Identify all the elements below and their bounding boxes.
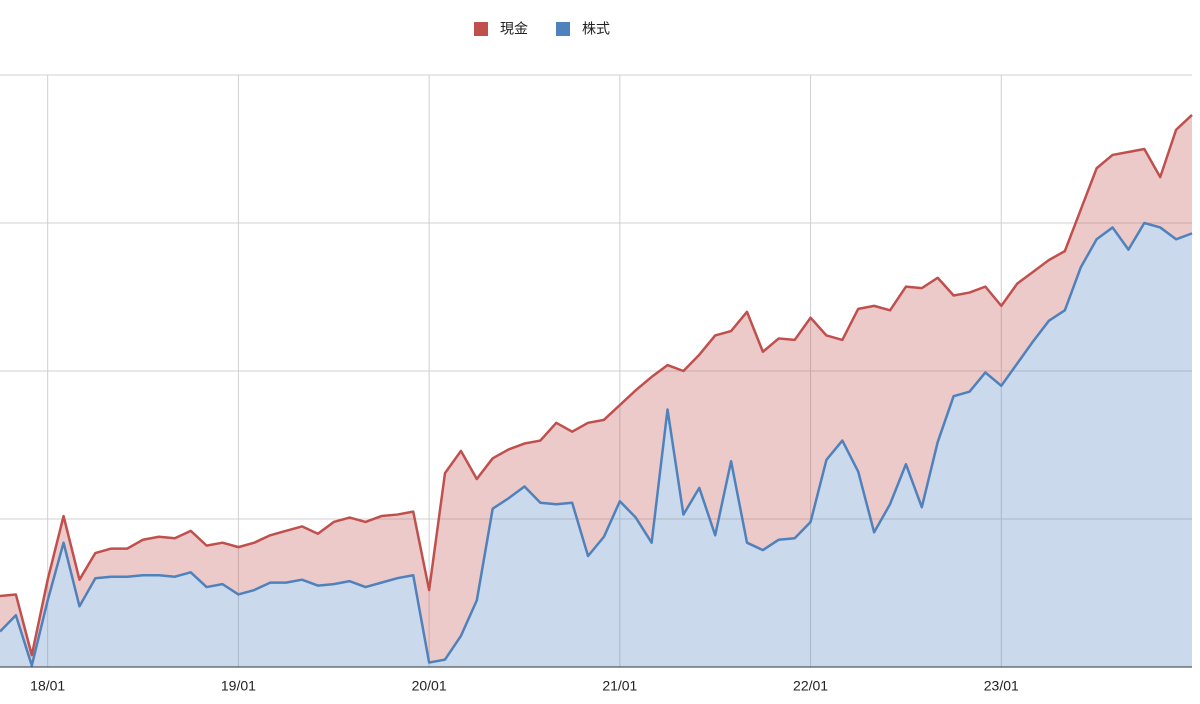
- legend-swatch: [556, 22, 570, 36]
- x-tick-label: 22/01: [793, 678, 828, 694]
- line: [0, 221, 1193, 667]
- line: [0, 114, 1193, 657]
- legend-label: 現金: [500, 21, 528, 37]
- x-tick-label: 20/01: [412, 678, 447, 694]
- x-tick-label: 21/01: [602, 678, 637, 694]
- x-tick-label: 23/01: [984, 678, 1019, 694]
- legend-swatch: [474, 22, 488, 36]
- x-tick-label: 18/01: [30, 678, 65, 694]
- x-tick-label: 19/01: [221, 678, 256, 694]
- area: [0, 223, 1192, 667]
- legend-label: 株式: [582, 21, 610, 37]
